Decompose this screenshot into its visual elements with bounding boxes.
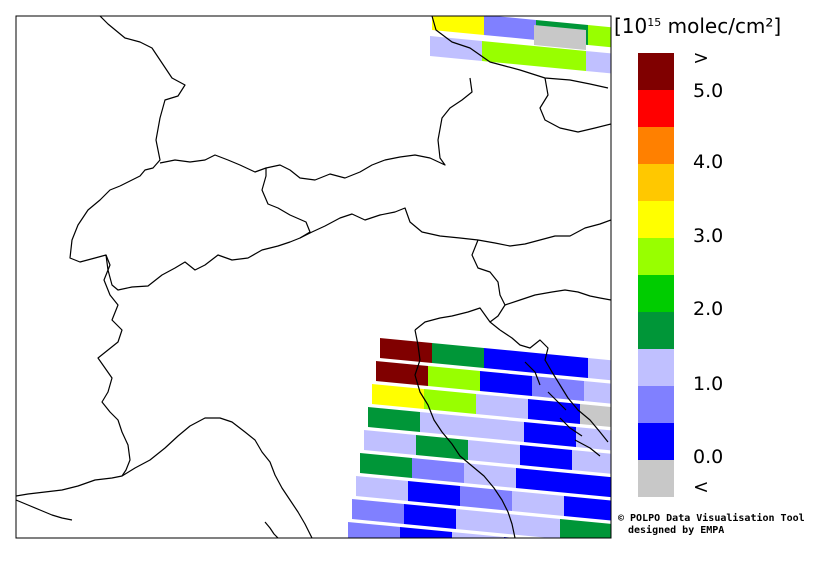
swath-pixel (372, 384, 424, 409)
swath-pixel (588, 25, 611, 48)
swath-pixel (432, 343, 484, 368)
legend-label-6: 0.0 (693, 446, 723, 468)
swath-pixel (484, 16, 536, 40)
legend-swatch-11 (638, 460, 674, 497)
swath-pixel (376, 361, 428, 386)
swath-pixel (580, 404, 611, 427)
swath-pixel (608, 547, 660, 566)
legend-swatch-6 (638, 275, 674, 312)
border-italy-austria (471, 239, 506, 323)
swath-pixel (564, 496, 611, 521)
swath-pixel (516, 468, 568, 493)
legend-labels: >5.0 4.0 3.0 2.0 1.0 0.0 < (693, 47, 723, 498)
swath-pixel (424, 389, 476, 414)
swath-pixel (520, 445, 572, 470)
swath-pixel (556, 542, 608, 566)
legend-label-0: > (693, 47, 709, 69)
swath-pixel (508, 514, 560, 538)
swath-pixel (468, 440, 520, 465)
swath-pixel (512, 491, 564, 516)
credit-line-2: designed by EMPA (628, 524, 724, 536)
satellite-swath-layer (348, 16, 660, 566)
map-frame (15, 15, 612, 539)
swath-pixel (534, 46, 586, 71)
swath-pixel (464, 463, 516, 488)
coast-italy-east (414, 329, 516, 538)
coast-croatia (499, 329, 609, 443)
coast-italy-west (121, 417, 313, 538)
swath-pixel (588, 358, 611, 381)
swath-pixel (452, 532, 504, 538)
swath-pixel (404, 504, 456, 529)
legend-swatch-8 (638, 349, 674, 386)
border-france-italy (16, 254, 131, 497)
swath-pixel (368, 407, 420, 432)
swath-pixel (400, 527, 452, 538)
legend-swatch-4 (638, 201, 674, 238)
swath-pixel (476, 394, 528, 419)
border-germany-france (99, 16, 186, 187)
legend-swatch-7 (638, 312, 674, 349)
coast-france-south (16, 499, 73, 521)
swath-pixel (360, 453, 412, 478)
legend-label-5: 1.0 (693, 373, 723, 395)
legend-swatch-5 (638, 238, 674, 275)
swath-pixel (532, 376, 584, 401)
swath-pixel (472, 417, 524, 442)
legend-label-3: 3.0 (693, 225, 723, 247)
legend-label-4: 2.0 (693, 298, 723, 320)
swath-pixel (408, 481, 460, 506)
swath-pixel (504, 537, 515, 538)
swath-pixel (560, 519, 611, 538)
swath-pixel (430, 36, 482, 61)
colorbar-legend: [1015 molec/cm²] >5.0 4.0 3.0 2.0 1.0 0.0 < (614, 14, 781, 498)
legend-swatch-10 (638, 423, 674, 460)
swath-pixel (528, 399, 580, 424)
legend-label-7: < (693, 476, 709, 498)
swath-pixel (484, 348, 536, 373)
islands-croatia (524, 361, 601, 457)
credit-line-1: © POLPO Data Visualisation Tool (618, 512, 805, 524)
legend-swatch-0 (638, 53, 674, 90)
legend-swatch-9 (638, 386, 674, 423)
swath-pixel (584, 381, 611, 404)
swath-pixel (432, 16, 484, 35)
legend-label-1: 5.0 (693, 80, 723, 102)
legend-swatch-2 (638, 127, 674, 164)
swath-pixel (568, 473, 611, 498)
country-borders (16, 16, 611, 538)
coast-venice (414, 307, 501, 331)
swath-pixel (428, 366, 480, 391)
swath-pixel (524, 422, 576, 447)
legend-title: [1015 molec/cm²] (614, 14, 781, 38)
legend-swatch-3 (638, 164, 674, 201)
legend-swatches (638, 53, 674, 497)
credit: © POLPO Data Visualisation Tool designed… (618, 512, 805, 536)
swath-pixel (356, 476, 408, 501)
coast-corsica (264, 521, 279, 538)
border-germany-austria (431, 16, 609, 89)
swath-pixel (482, 41, 534, 66)
swath-pixel (536, 353, 588, 378)
border-switzerland-east (299, 207, 611, 247)
border-slovenia (504, 289, 611, 306)
swath-pixel (586, 51, 611, 74)
legend-swatch-1 (638, 90, 674, 127)
border-germany-austria-south (159, 77, 473, 181)
swath-pixel (352, 499, 404, 524)
legend-label-2: 4.0 (693, 151, 723, 173)
border-switzerland (69, 168, 311, 291)
swath-pixel (572, 450, 611, 474)
swath-pixel (416, 435, 468, 460)
swath-pixel (364, 430, 416, 455)
swath-pixel (534, 25, 586, 50)
swath-pixel (456, 509, 508, 534)
border-austria-north (539, 77, 611, 133)
swath-pixel (348, 522, 400, 538)
swath-pixel (480, 371, 532, 396)
swath-pixel (412, 458, 464, 483)
swath-pixel (460, 486, 512, 511)
